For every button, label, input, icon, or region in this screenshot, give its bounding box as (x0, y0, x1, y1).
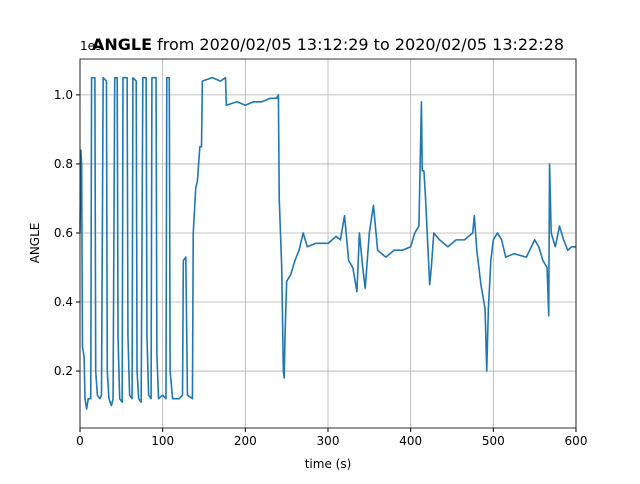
y-tick-label: 1.0 (54, 88, 73, 102)
chart-title: ANGLE from 2020/02/05 13:12:29 to 2020/0… (92, 35, 564, 54)
x-tick-label: 200 (234, 434, 257, 448)
y-tick-label: 0.4 (54, 295, 73, 309)
x-tick-label: 0 (76, 434, 84, 448)
title-variable: ANGLE (92, 35, 152, 54)
x-axis-label: time (s) (305, 457, 352, 471)
y-tick-label: 0.2 (54, 364, 73, 378)
data-line (79, 76, 576, 410)
title-range: from 2020/02/05 13:12:29 to 2020/02/05 1… (157, 35, 564, 54)
x-tick-label: 100 (151, 434, 174, 448)
y-axis-label: ANGLE (28, 223, 42, 264)
offset-text: 1e9 (80, 39, 103, 53)
x-tick-label: 600 (565, 434, 588, 448)
y-tick-label: 0.6 (54, 226, 73, 240)
plot-frame (79, 58, 577, 429)
x-tick-label: 400 (399, 434, 422, 448)
x-tick-label: 500 (482, 434, 505, 448)
x-tick-label: 300 (317, 434, 340, 448)
y-tick-label: 0.8 (54, 157, 73, 171)
